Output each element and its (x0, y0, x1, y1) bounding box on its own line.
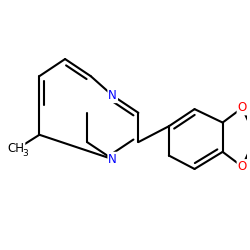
Text: N: N (108, 89, 117, 102)
Text: CH: CH (8, 142, 25, 155)
Text: O: O (238, 102, 247, 114)
Text: O: O (238, 160, 247, 173)
Text: N: N (108, 153, 117, 166)
Text: 3: 3 (22, 149, 28, 158)
